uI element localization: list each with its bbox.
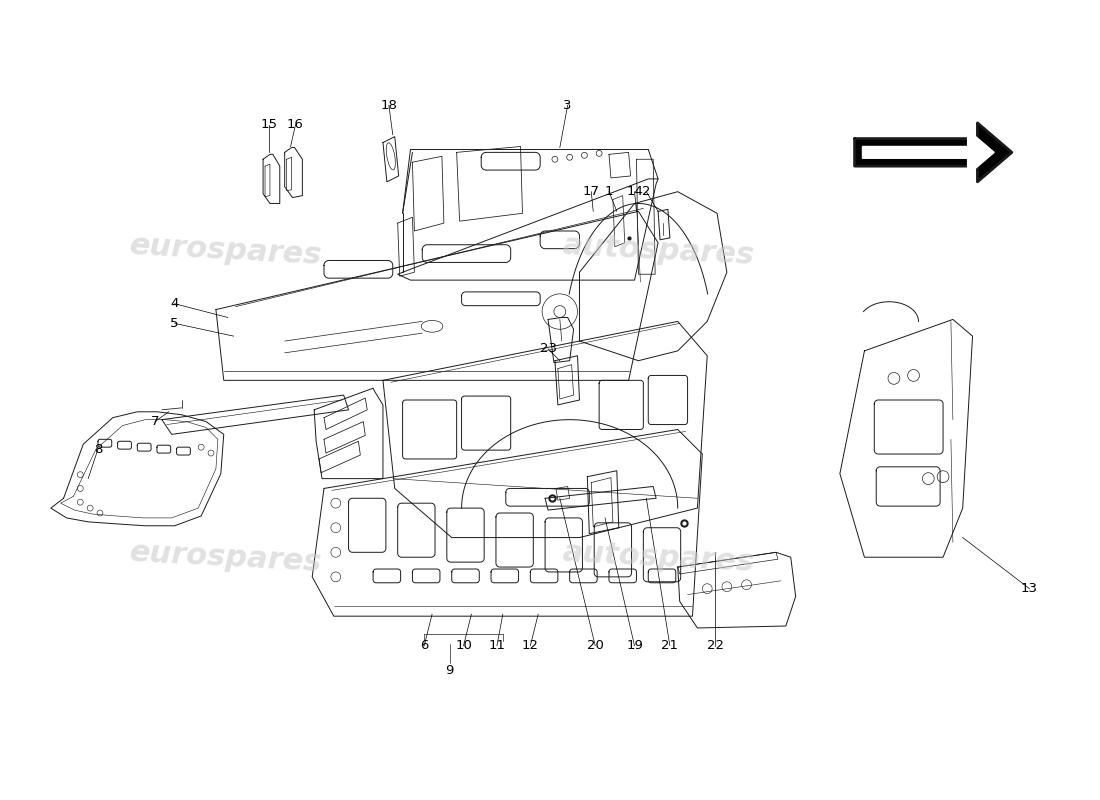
Text: 13: 13 [1021,582,1038,595]
Text: 2: 2 [642,185,650,198]
Text: 22: 22 [706,639,724,652]
Text: 11: 11 [488,639,505,652]
Text: 3: 3 [563,98,572,112]
Text: autospares: autospares [561,538,755,577]
Text: 15: 15 [261,118,277,131]
Polygon shape [855,123,1012,182]
Text: 14: 14 [626,185,642,198]
Text: 8: 8 [94,442,102,456]
Text: 1: 1 [605,185,613,198]
Text: 20: 20 [586,639,604,652]
Text: 18: 18 [381,98,397,112]
Text: 6: 6 [420,639,428,652]
Polygon shape [862,130,994,175]
Text: 17: 17 [583,185,600,198]
Text: eurospares: eurospares [129,231,322,270]
Text: 16: 16 [287,118,304,131]
Text: autospares: autospares [561,231,755,270]
Text: eurospares: eurospares [129,538,322,577]
Text: 7: 7 [151,415,160,428]
Text: 4: 4 [170,298,179,310]
Text: 19: 19 [626,639,642,652]
Text: 9: 9 [446,664,454,677]
Text: 21: 21 [661,639,679,652]
Text: 10: 10 [455,639,472,652]
Text: 23: 23 [539,342,557,355]
Text: 12: 12 [521,639,539,652]
Text: 5: 5 [170,317,179,330]
